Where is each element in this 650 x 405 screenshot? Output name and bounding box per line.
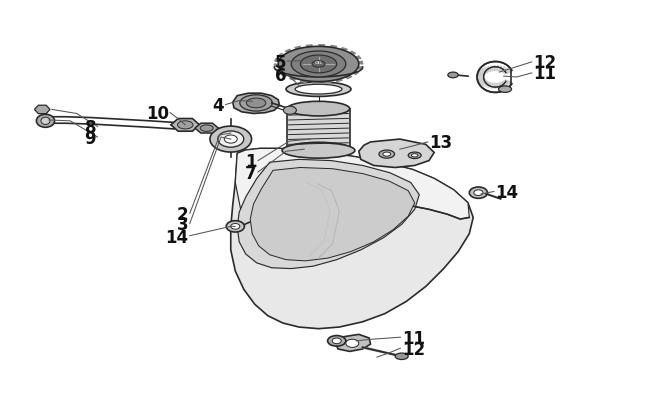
Polygon shape [195, 124, 218, 134]
Ellipse shape [210, 127, 252, 153]
Ellipse shape [200, 126, 213, 132]
Text: 8: 8 [84, 119, 96, 136]
Polygon shape [237, 160, 419, 269]
Ellipse shape [332, 338, 341, 344]
Text: 12: 12 [402, 340, 425, 358]
Polygon shape [171, 119, 200, 132]
Ellipse shape [312, 62, 325, 68]
Polygon shape [278, 47, 359, 82]
Polygon shape [287, 109, 350, 149]
Text: 7: 7 [245, 164, 257, 182]
Ellipse shape [295, 85, 342, 95]
Text: 1: 1 [245, 153, 257, 171]
Ellipse shape [287, 143, 350, 155]
Polygon shape [325, 80, 331, 84]
Polygon shape [354, 68, 362, 70]
Text: 5: 5 [274, 54, 286, 72]
Polygon shape [318, 45, 325, 49]
Ellipse shape [226, 221, 244, 232]
Ellipse shape [408, 153, 421, 159]
Ellipse shape [346, 339, 359, 347]
Text: 11: 11 [533, 65, 556, 83]
Ellipse shape [379, 151, 395, 159]
Text: 6: 6 [274, 67, 286, 85]
Ellipse shape [246, 99, 266, 109]
Polygon shape [352, 57, 361, 60]
Polygon shape [285, 50, 293, 54]
Polygon shape [278, 54, 287, 58]
Ellipse shape [448, 73, 458, 79]
Polygon shape [274, 65, 283, 68]
Polygon shape [294, 47, 302, 51]
Polygon shape [359, 140, 434, 168]
Ellipse shape [474, 190, 483, 196]
Ellipse shape [177, 122, 193, 130]
Polygon shape [306, 46, 312, 49]
Ellipse shape [287, 102, 350, 117]
Ellipse shape [328, 336, 346, 346]
Ellipse shape [282, 143, 355, 159]
Polygon shape [34, 106, 50, 114]
Ellipse shape [36, 115, 55, 128]
Text: 11: 11 [402, 329, 424, 347]
Ellipse shape [224, 136, 237, 144]
Ellipse shape [231, 224, 240, 230]
Polygon shape [340, 49, 348, 52]
Polygon shape [344, 76, 352, 79]
Polygon shape [335, 335, 370, 352]
Text: 10: 10 [146, 105, 169, 123]
Polygon shape [276, 70, 285, 73]
Text: 2: 2 [177, 206, 188, 224]
Polygon shape [335, 79, 343, 82]
Ellipse shape [41, 118, 50, 125]
Ellipse shape [395, 353, 408, 360]
Ellipse shape [283, 107, 296, 115]
Polygon shape [250, 168, 415, 261]
Polygon shape [233, 94, 280, 114]
Text: 4: 4 [213, 96, 224, 114]
Text: 3: 3 [177, 216, 188, 234]
Polygon shape [281, 74, 290, 77]
Polygon shape [231, 149, 473, 329]
Ellipse shape [469, 188, 488, 199]
Ellipse shape [291, 52, 346, 78]
Text: 14: 14 [165, 228, 188, 246]
Ellipse shape [218, 132, 244, 148]
Ellipse shape [300, 56, 337, 74]
Text: OIL: OIL [315, 61, 322, 65]
Text: 13: 13 [429, 134, 452, 151]
Polygon shape [289, 77, 297, 81]
Text: 12: 12 [533, 54, 556, 72]
Polygon shape [354, 62, 363, 65]
Ellipse shape [411, 154, 418, 158]
Ellipse shape [499, 87, 512, 93]
Polygon shape [300, 79, 306, 83]
Polygon shape [347, 52, 356, 55]
Ellipse shape [383, 153, 391, 157]
Polygon shape [235, 149, 469, 225]
Polygon shape [350, 72, 359, 75]
Ellipse shape [240, 96, 272, 112]
Text: 14: 14 [495, 183, 519, 201]
Polygon shape [331, 46, 337, 50]
Polygon shape [312, 80, 318, 84]
Ellipse shape [286, 83, 351, 97]
Polygon shape [275, 60, 283, 62]
Text: 9: 9 [84, 130, 96, 147]
